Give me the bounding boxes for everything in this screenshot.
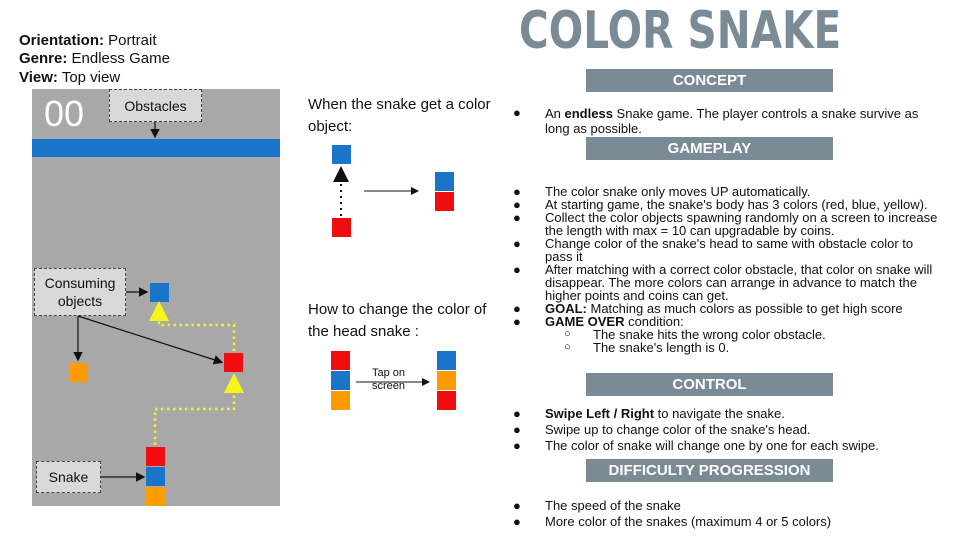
diagram2-before-blue xyxy=(331,371,350,390)
goal-label: GOAL: xyxy=(545,301,587,316)
gameplay-item-5: After matching with a correct color obst… xyxy=(545,262,933,303)
difficulty-heading: DIFFICULTY PROGRESSION xyxy=(586,459,833,482)
consuming-arrow-red xyxy=(77,315,224,365)
orientation-label: Orientation: xyxy=(19,32,104,49)
obstacle-bar xyxy=(32,139,280,157)
control-heading: CONTROL xyxy=(586,373,833,396)
consumable-blue xyxy=(150,283,169,302)
snake-head-red xyxy=(146,447,165,466)
consumable-orange xyxy=(69,363,88,382)
obstacles-label: Obstacles xyxy=(124,97,187,114)
control-bullet-1: ● xyxy=(513,406,521,421)
snake-label: Snake xyxy=(48,469,89,485)
concept-text-post: Snake game. The player controls a snake … xyxy=(545,106,919,136)
concept-heading: CONCEPT xyxy=(586,69,833,92)
diagram1-result-red xyxy=(435,192,454,211)
concept-text-pre: An xyxy=(545,106,565,121)
difficulty-bullet-2: ● xyxy=(513,514,521,529)
gameplay-bullet-6: ● xyxy=(513,301,521,316)
game-over-label: GAME OVER xyxy=(545,314,625,329)
score-display: 00 xyxy=(44,93,85,134)
diagram2-before-orange xyxy=(331,391,350,410)
snake-path-lower xyxy=(153,373,244,445)
diagram2-after-blue xyxy=(437,351,456,370)
change-color-caption: How to change the color of the head snak… xyxy=(308,301,487,340)
view-value: Top view xyxy=(61,69,121,86)
control-item-3: The color of snake will change one by on… xyxy=(545,438,879,453)
control-item-1: Swipe Left / Right to navigate the snake… xyxy=(545,407,945,420)
gameplay-subitem-1: The snake hits the wrong color obstacle. xyxy=(593,327,826,342)
goal-text: Matching as much colors as possible to g… xyxy=(586,301,903,316)
diagram2-after-red xyxy=(437,391,456,410)
gameplay-bullet-1: ● xyxy=(513,184,521,199)
genre-line: Genre: Endless Game xyxy=(19,49,170,68)
diagram1-result-blue xyxy=(435,172,454,191)
control-bullet-3: ● xyxy=(513,438,521,453)
color-object-caption: When the snake get a color object: xyxy=(308,96,491,135)
control-item-2: Swipe up to change color of the snake's … xyxy=(545,422,811,437)
consuming-callout: Consuming objects xyxy=(34,268,126,316)
gameplay-item-4: Change color of the snake's head to same… xyxy=(545,236,914,264)
snake-body-blue xyxy=(146,467,165,486)
diagram2-after-orange xyxy=(437,371,456,390)
difficulty-item-1: The speed of the snake xyxy=(545,498,681,513)
difficulty-bullet-1: ● xyxy=(513,498,521,513)
swipe-label: Swipe Left / Right xyxy=(545,406,655,421)
snake-path-upper xyxy=(149,301,236,351)
concept-bullet: ● xyxy=(513,105,521,120)
diagram1-red-snake xyxy=(332,218,351,237)
obstacles-callout: Obstacles xyxy=(109,89,202,122)
gameplay-bullet-3: ● xyxy=(513,210,521,225)
game-over-text: condition: xyxy=(624,314,684,329)
gameplay-subbullet-1: ○ xyxy=(564,328,571,340)
gameplay-item-3: Collect the color objects spawning rando… xyxy=(545,210,938,238)
gameplay-bullet-2: ● xyxy=(513,197,521,212)
consumable-red xyxy=(224,353,243,372)
genre-label: Genre: xyxy=(19,50,68,67)
concept-item: An endless Snake game. The player contro… xyxy=(545,106,940,136)
gameplay-item-2: At starting game, the snake's body has 3… xyxy=(545,197,928,212)
diagram1-blue-target xyxy=(332,145,351,164)
consuming-label: Consuming objects xyxy=(44,275,116,309)
gameplay-bullet-7: ● xyxy=(513,314,521,329)
view-line: View: Top view xyxy=(19,68,120,87)
gameplay-item-7: GAME OVER condition: xyxy=(545,315,950,328)
diagram2-before-red xyxy=(331,351,350,370)
gameplay-bullet-5: ● xyxy=(513,262,521,277)
snake-body-orange xyxy=(146,487,165,506)
gameplay-subbullet-2: ○ xyxy=(564,341,571,353)
orientation-value: Portrait xyxy=(108,32,157,49)
concept-text-bold: endless xyxy=(564,106,613,121)
control-bullet-2: ● xyxy=(513,422,521,437)
snake-callout: Snake xyxy=(36,461,101,493)
main-title: COLOR SNAKE xyxy=(519,1,842,61)
gameplay-bullet-4: ● xyxy=(513,236,521,251)
tap-label: Tap on screen xyxy=(371,367,406,392)
gameplay-item-6: GOAL: Matching as much colors as possibl… xyxy=(545,302,950,315)
orientation-line: Orientation: Portrait xyxy=(19,31,157,50)
swipe-text: to navigate the snake. xyxy=(654,406,785,421)
gameplay-subitem-2: The snake's length is 0. xyxy=(593,340,730,355)
difficulty-item-2: More color of the snakes (maximum 4 or 5… xyxy=(545,514,832,529)
genre-value: Endless Game xyxy=(71,50,170,67)
view-label: View: xyxy=(19,69,58,86)
gameplay-item-1: The color snake only moves UP automatica… xyxy=(545,184,811,199)
gameplay-heading: GAMEPLAY xyxy=(586,137,833,160)
